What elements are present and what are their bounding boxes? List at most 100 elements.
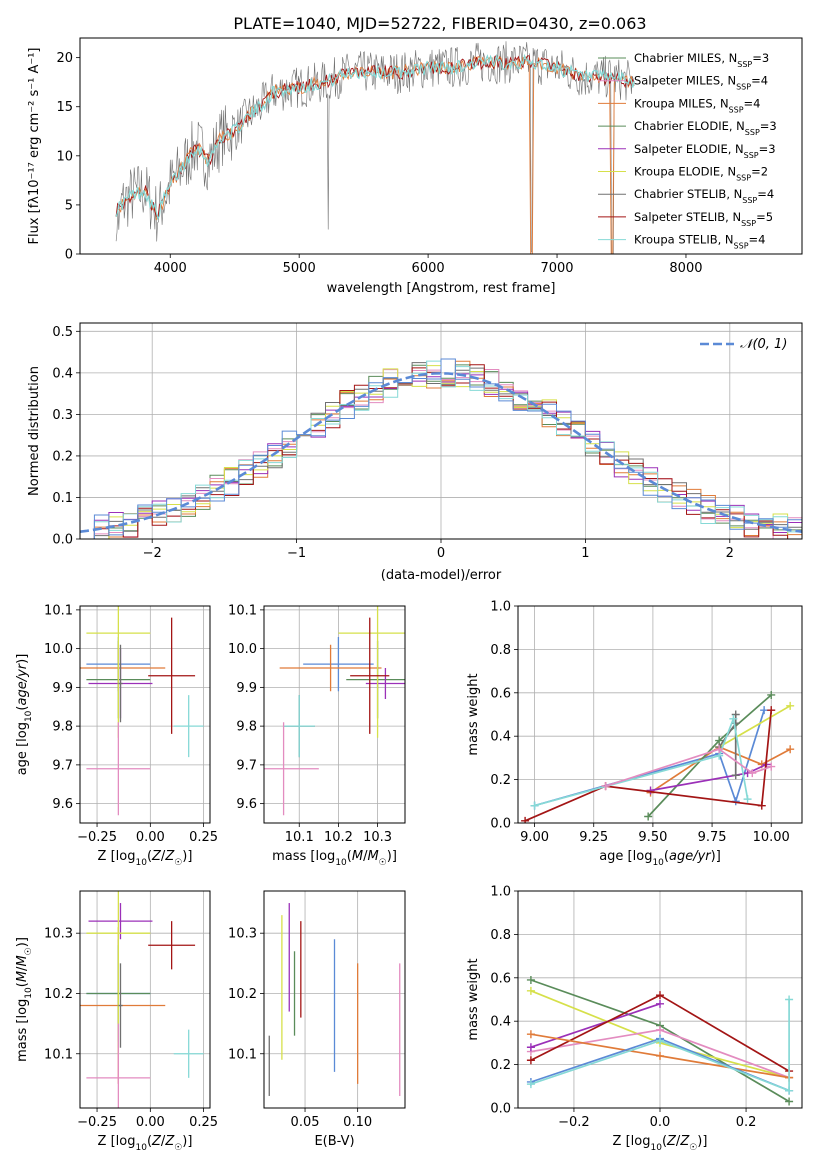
plot-area — [264, 606, 405, 816]
label-part: ☉ — [174, 858, 182, 868]
axes-frame — [517, 605, 803, 824]
weight-marker — [526, 986, 535, 995]
label-part: Z [ — [98, 849, 116, 864]
label-part: ☉ — [24, 947, 34, 955]
model-spectrum — [115, 55, 635, 220]
label-part: / — [15, 966, 30, 971]
x-tick-label: 9.75 — [698, 830, 727, 845]
x-tick-label: −2 — [143, 546, 162, 561]
weight-line — [534, 715, 749, 807]
y-tick-label: 0.4 — [490, 1015, 511, 1030]
label-part: Z [ — [613, 1134, 631, 1149]
y-tick-label: 9.9 — [52, 681, 73, 696]
plot-area — [526, 975, 794, 1106]
y-tick-label: 0.1 — [52, 491, 73, 506]
panel-spectrum: 4000 5000 6000 7000 8000 0 5 10 15 20 wavelength [… — [27, 37, 803, 296]
legend-suffix: =4 — [757, 187, 774, 201]
y-tick-label: 0 — [65, 248, 73, 263]
y-tick-label: 0.8 — [490, 928, 511, 943]
weight-marker — [785, 1086, 794, 1095]
weight-marker — [760, 706, 769, 715]
weight-marker — [646, 786, 655, 795]
weight-line — [524, 710, 773, 822]
weight-marker — [767, 762, 776, 771]
weight-marker — [785, 1097, 794, 1106]
y-tick-label: 0.6 — [490, 971, 511, 986]
weight-marker — [530, 801, 539, 810]
y-tick-label: 0.4 — [490, 730, 511, 745]
y-tick-label: 0.3 — [52, 408, 73, 423]
weight-marker — [656, 1051, 664, 1060]
legend-entry: 𝒩(0, 1) — [740, 337, 787, 352]
y-tick-label: 1.0 — [490, 600, 511, 615]
y-tick-label: 15 — [56, 100, 73, 115]
axes-frame — [517, 890, 803, 1109]
weight-marker — [731, 710, 740, 719]
x-tick-label: 0.0 — [650, 1115, 671, 1130]
legend-sub: SSP — [745, 128, 760, 137]
weight-marker — [731, 771, 740, 780]
legend-sub: SSP — [737, 60, 752, 69]
legend-suffix: =5 — [756, 210, 773, 224]
y-tick-label: 10.2 — [44, 987, 73, 1002]
label-part: ( — [147, 1134, 152, 1149]
label-part: ☉ — [689, 1143, 697, 1153]
y-tick-label: 0.2 — [490, 773, 511, 788]
weight-marker — [757, 801, 766, 810]
weight-marker — [715, 745, 724, 754]
legend-name: Salpeter MILES, N — [634, 74, 736, 88]
weight-marker — [526, 1056, 535, 1065]
y-tick-label: 9.9 — [236, 681, 257, 696]
y-tick-label: 10.3 — [228, 927, 257, 942]
legend-sub: SSP — [729, 105, 744, 114]
legend-name: Chabrier MILES, N — [634, 51, 737, 65]
x-tick-label: 8000 — [669, 261, 702, 276]
weight-marker — [785, 995, 794, 1004]
label-part: ☉ — [379, 858, 387, 868]
x-axis-label: Z [log10(Z/Z☉)] — [613, 1134, 708, 1153]
axes-frame — [79, 890, 211, 1109]
label-part: log — [633, 849, 653, 864]
legend-entry: Salpeter MILES, NSSP=4 — [634, 74, 768, 92]
x-tick-label: 0.25 — [189, 830, 218, 845]
model-spectrum — [115, 53, 635, 221]
label-part: log — [116, 1134, 136, 1149]
label-part: / — [161, 1134, 166, 1149]
weight-marker — [786, 745, 795, 754]
observed-spectrum — [115, 41, 635, 254]
plot-area — [80, 891, 204, 1108]
x-tick-label: −0.25 — [77, 830, 117, 845]
legend-name: Kroupa MILES, N — [634, 96, 729, 110]
x-tick-label: 4000 — [154, 261, 187, 276]
x-tick-label: 0 — [437, 546, 445, 561]
weight-marker — [521, 816, 530, 823]
weight-marker — [748, 769, 757, 778]
label-part: log — [116, 849, 136, 864]
panel-age_vs_Z: −0.25 0.00 0.259.69.79.89.910.010.1Z [log1… — [15, 603, 218, 868]
label-part: )] — [387, 849, 397, 864]
weight-marker — [601, 782, 610, 791]
x-axis-label: age [log10(age/yr)] — [599, 849, 721, 868]
legend-entry: Kroupa STELIB, NSSP=4 — [634, 233, 765, 251]
weight-marker — [786, 701, 795, 710]
weight-marker — [644, 812, 653, 821]
label-part: Z — [666, 1134, 677, 1149]
legend-suffix: =3 — [760, 119, 777, 133]
weight-marker — [656, 1036, 664, 1045]
label-part: age [ — [599, 849, 632, 864]
x-tick-label: 0.2 — [736, 1115, 757, 1130]
x-tick-label: 10.2 — [324, 830, 353, 845]
label-part: ( — [662, 1134, 667, 1149]
plot-area — [115, 41, 635, 254]
x-tick-label: 0.25 — [189, 1115, 218, 1130]
x-tick-label: 9.50 — [638, 830, 667, 845]
label-part: mass [ — [272, 849, 315, 864]
label-part: 10 — [24, 710, 34, 722]
panel-mass_weight_vs_Z: −0.2 0.0 0.20.00.20.40.60.81.0Z [log10(Z/Z… — [466, 885, 803, 1153]
label-part: / — [161, 849, 166, 864]
legend-name: Salpeter ELODIE, N — [634, 142, 744, 156]
weight-line — [530, 1002, 661, 1049]
axes-frame — [79, 37, 803, 255]
legend-suffix: =3 — [759, 142, 776, 156]
x-tick-label: 6000 — [412, 261, 445, 276]
